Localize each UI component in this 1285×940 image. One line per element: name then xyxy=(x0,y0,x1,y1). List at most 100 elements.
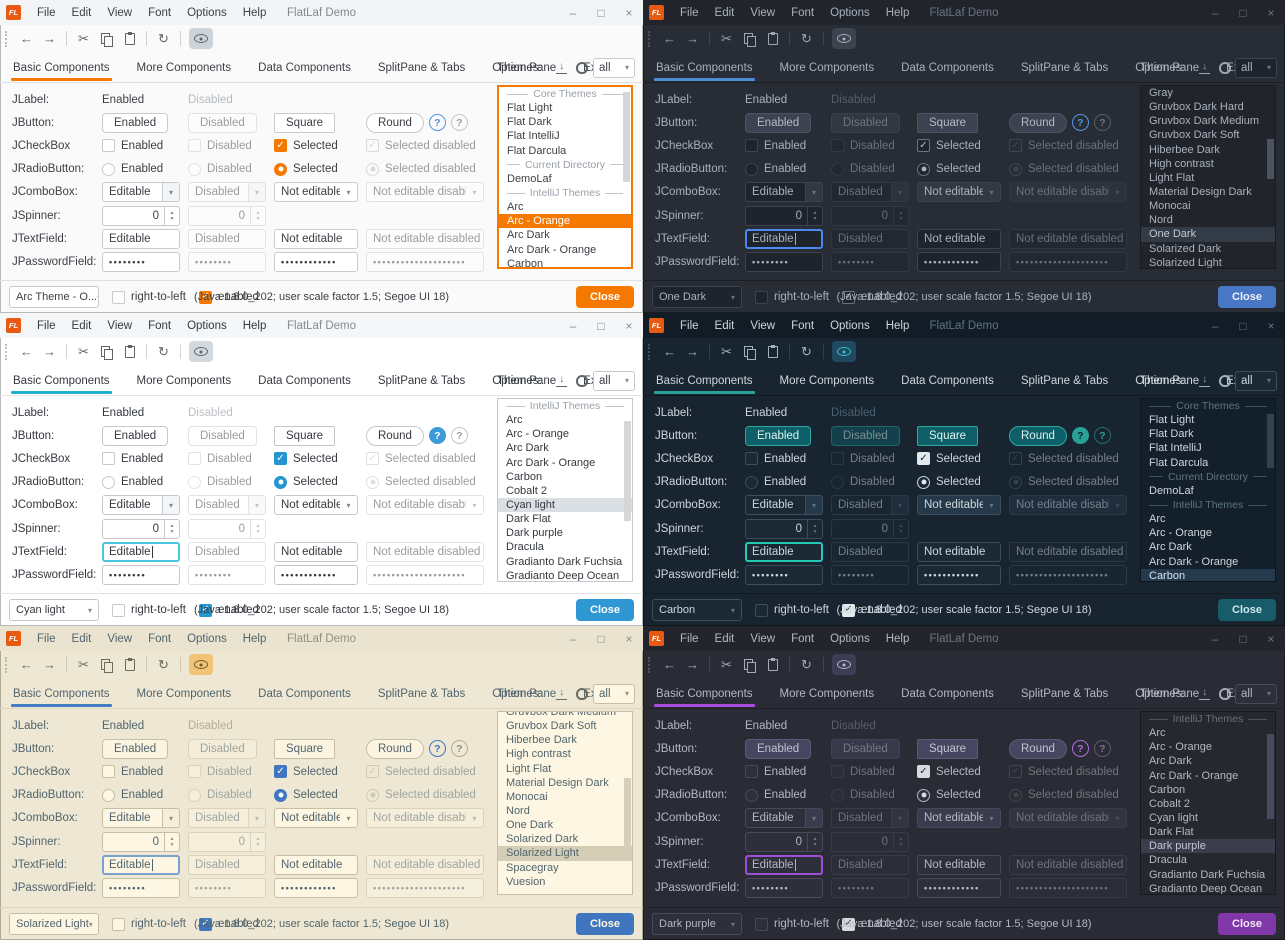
textfield-editable[interactable]: Editable xyxy=(745,228,823,249)
help-button[interactable]: ? xyxy=(428,114,446,132)
theme-item-flat-light[interactable]: Flat Light xyxy=(507,102,553,115)
tab-splitpane-tabs[interactable]: SplitPane & Tabs xyxy=(1020,374,1109,387)
password-editable[interactable]: •••••••• xyxy=(745,251,823,272)
menu-item-view[interactable]: View xyxy=(750,6,776,19)
theme-item-arc-dark[interactable]: Arc Dark xyxy=(507,229,550,242)
theme-item-hiberbee-dark[interactable]: Hiberbee Dark xyxy=(506,734,577,747)
round-button[interactable]: Round xyxy=(1009,425,1067,446)
menu-item-view[interactable]: View xyxy=(750,319,776,332)
menu-item-edit[interactable]: Edit xyxy=(71,6,92,19)
download-button[interactable]: ↓ xyxy=(1195,371,1215,391)
theme-item-cobalt-2[interactable]: Cobalt 2 xyxy=(1149,797,1190,810)
show-button[interactable] xyxy=(832,654,856,675)
theme-item-arc-dark-orange[interactable]: Arc Dark - Orange xyxy=(506,456,596,469)
textfield-editable[interactable]: Editable xyxy=(102,228,180,249)
cut-button[interactable]: ✂ xyxy=(716,28,737,49)
theme-select-combo[interactable]: Solarized Light ▾ xyxy=(9,913,99,935)
checkbox-enabled[interactable]: Enabled xyxy=(102,452,163,466)
theme-filter-combo[interactable]: all ▾ xyxy=(1235,57,1277,78)
round-button[interactable]: Round xyxy=(366,425,424,446)
theme-item-solarized-light[interactable]: Solarized Light xyxy=(498,846,632,861)
help-button-secondary[interactable]: ? xyxy=(450,114,468,132)
copy-button[interactable] xyxy=(96,28,117,49)
tab-data-components[interactable]: Data Components xyxy=(901,687,994,700)
password-not-editable[interactable]: •••••••••••• xyxy=(917,564,1001,585)
theme-item-arc-dark-orange[interactable]: Arc Dark - Orange xyxy=(1149,555,1239,568)
theme-item-dracula[interactable]: Dracula xyxy=(506,541,544,554)
download-button[interactable]: ↓ xyxy=(552,58,572,78)
theme-item-carbon[interactable]: Carbon xyxy=(1149,783,1186,796)
tab-splitpane-tabs[interactable]: SplitPane & Tabs xyxy=(1020,61,1109,74)
theme-item-flat-light[interactable]: Flat Light xyxy=(1149,414,1195,427)
maximize-button[interactable]: □ xyxy=(1239,318,1247,333)
help-button-secondary[interactable]: ? xyxy=(450,427,468,445)
theme-select-combo[interactable]: Cyan light ▾ xyxy=(9,599,99,621)
theme-item-gruvbox-dark-medium[interactable]: Gruvbox Dark Medium xyxy=(1149,115,1260,128)
menu-item-view[interactable]: View xyxy=(107,632,133,645)
theme-item-carbon[interactable]: Carbon xyxy=(506,470,543,483)
refresh-button[interactable]: ↻ xyxy=(796,654,817,675)
github-button[interactable] xyxy=(572,371,592,391)
forward-button[interactable]: → xyxy=(39,654,60,675)
paste-button[interactable] xyxy=(762,28,783,49)
checkbox-selected[interactable]: ✓ Selected xyxy=(274,452,338,466)
theme-item-arc-orange[interactable]: Arc - Orange xyxy=(499,214,631,229)
close-button[interactable]: Close xyxy=(576,286,634,308)
password-editable[interactable]: •••••••• xyxy=(745,564,823,585)
enabled-checkbox[interactable]: ✓ enabled xyxy=(841,290,902,304)
download-button[interactable]: ↓ xyxy=(552,371,572,391)
menu-item-view[interactable]: View xyxy=(107,6,133,19)
close-button[interactable]: Close xyxy=(1218,286,1276,308)
spinner-enabled[interactable]: 0 ▲ ▼ xyxy=(745,831,823,852)
right-to-left-checkbox[interactable]: right-to-left xyxy=(112,917,186,931)
password-editable[interactable]: •••••••• xyxy=(745,877,823,898)
enabled-button[interactable]: Enabled xyxy=(102,112,169,133)
checkbox-enabled[interactable]: Enabled xyxy=(745,139,806,153)
tab-basic-components[interactable]: Basic Components xyxy=(11,678,112,709)
menu-item-font[interactable]: Font xyxy=(791,319,815,332)
menu-item-edit[interactable]: Edit xyxy=(71,632,92,645)
menu-item-file[interactable]: File xyxy=(37,6,56,19)
theme-item-gradianto-deep-ocean[interactable]: Gradianto Deep Ocean xyxy=(506,569,620,582)
tab-basic-components[interactable]: Basic Components xyxy=(654,365,755,396)
tab-data-components[interactable]: Data Components xyxy=(258,61,351,74)
menu-item-edit[interactable]: Edit xyxy=(714,319,735,332)
menu-item-options[interactable]: Options xyxy=(830,319,870,332)
radio-selected[interactable]: Selected xyxy=(917,788,981,802)
close-button[interactable]: Close xyxy=(1218,599,1276,621)
radio-selected[interactable]: Selected xyxy=(274,475,338,489)
combo-editable[interactable]: Editable ▾ xyxy=(745,808,823,829)
theme-filter-combo[interactable]: all ▾ xyxy=(593,683,635,704)
theme-item-gray[interactable]: Gray xyxy=(1149,87,1173,99)
textfield-editable[interactable]: Editable xyxy=(745,541,823,562)
maximize-button[interactable]: □ xyxy=(597,5,605,20)
help-button[interactable]: ? xyxy=(428,427,446,445)
refresh-button[interactable]: ↻ xyxy=(153,28,174,49)
theme-item-gruvbox-dark-medium[interactable]: Gruvbox Dark Medium xyxy=(506,711,617,718)
theme-item-hiberbee-dark[interactable]: Hiberbee Dark xyxy=(1149,143,1220,156)
textfield-not-editable[interactable]: Not editable xyxy=(917,854,1001,875)
combo-not-editable[interactable]: Not editable ▾ xyxy=(917,182,1001,203)
close-button[interactable]: Close xyxy=(1218,913,1276,935)
theme-item-demolaf[interactable]: DemoLaf xyxy=(1149,484,1194,497)
combo-not-editable[interactable]: Not editable ▾ xyxy=(274,495,358,516)
square-button[interactable]: Square xyxy=(274,425,336,446)
close-window-button[interactable]: × xyxy=(625,318,633,333)
radio-enabled[interactable]: Enabled xyxy=(102,475,163,489)
tab-option-pane[interactable]: Option Pane xyxy=(1135,61,1200,74)
paste-button[interactable] xyxy=(119,654,140,675)
close-window-button[interactable]: × xyxy=(1267,5,1275,20)
theme-item-arc-orange[interactable]: Arc - Orange xyxy=(506,428,569,441)
tab-basic-components[interactable]: Basic Components xyxy=(11,365,112,396)
close-window-button[interactable]: × xyxy=(1267,631,1275,646)
maximize-button[interactable]: □ xyxy=(597,631,605,646)
menu-item-options[interactable]: Options xyxy=(830,632,870,645)
round-button[interactable]: Round xyxy=(366,738,424,759)
tab-option-pane[interactable]: Option Pane xyxy=(1135,374,1200,387)
enabled-button[interactable]: Enabled xyxy=(745,425,812,446)
theme-item-cyan-light[interactable]: Cyan light xyxy=(498,497,632,513)
menu-item-file[interactable]: File xyxy=(37,632,56,645)
checkbox-enabled[interactable]: Enabled xyxy=(102,765,163,779)
theme-item-vuesion[interactable]: Vuesion xyxy=(506,875,546,888)
github-button[interactable] xyxy=(1215,58,1235,78)
